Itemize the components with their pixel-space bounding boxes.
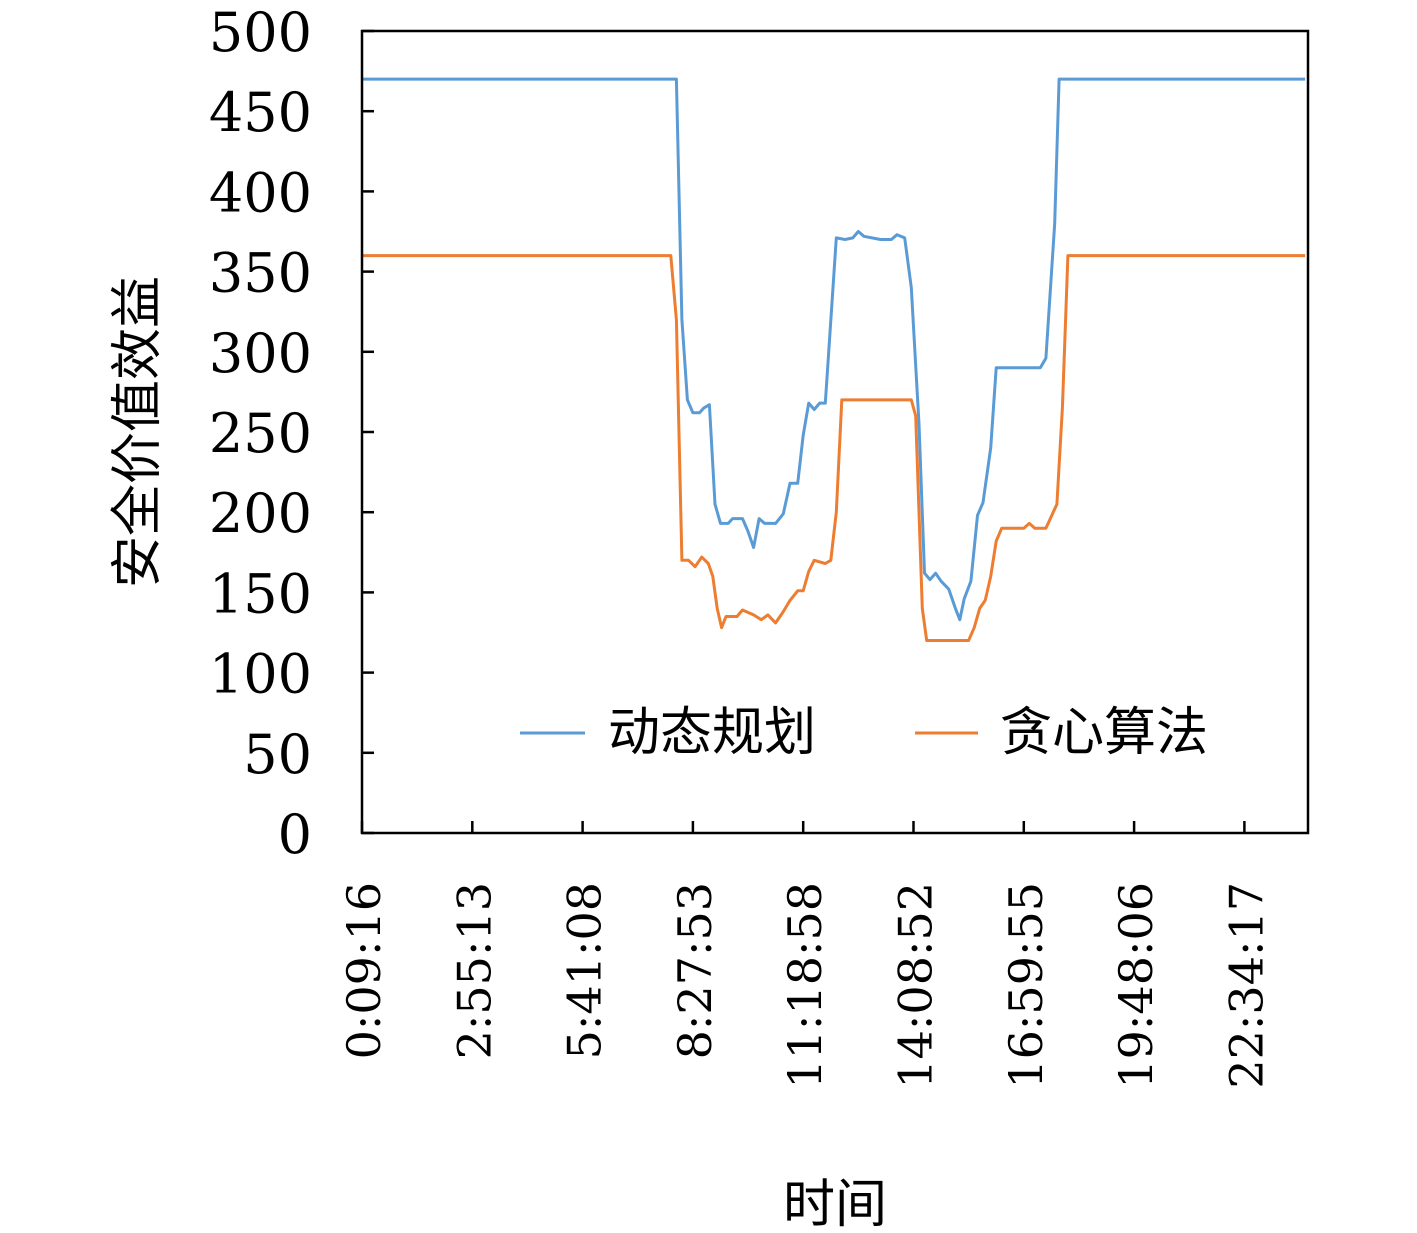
x-tick-label: 14:08:52 (889, 882, 943, 1089)
y-tick-label: 400 (209, 161, 312, 224)
y-tick-label: 500 (209, 1, 312, 64)
y-tick-label: 50 (243, 723, 312, 786)
y-axis-ticks: 0 50 100 150 200 250 300 350 400 450 500 (209, 1, 374, 866)
x-tick-label: 19:48:06 (1109, 882, 1163, 1089)
legend-label-1: 贪心算法 (1000, 703, 1208, 763)
x-tick-label: 8:27:53 (668, 882, 722, 1059)
legend-label-0: 动态规划 (608, 703, 816, 763)
y-tick-label: 300 (209, 322, 312, 385)
series-line-1 (362, 254, 1306, 642)
y-tick-label: 200 (209, 482, 312, 545)
y-axis-title: 安全价值效益 (108, 276, 168, 588)
x-tick-label: 16:59:55 (999, 882, 1053, 1089)
legend: 动态规划 贪心算法 (520, 703, 1208, 763)
y-tick-label: 100 (209, 643, 312, 706)
y-tick-label: 350 (209, 242, 312, 305)
y-tick-label: 450 (209, 81, 312, 144)
x-axis-ticks: 0:09:16 2:55:13 5:41:08 8:27:53 11:18:58 14:0… (337, 821, 1273, 1089)
x-tick-label: 5:41:08 (558, 882, 612, 1059)
x-tick-label: 11:18:58 (778, 882, 832, 1089)
y-tick-label: 0 (278, 803, 312, 866)
y-tick-label: 250 (209, 402, 312, 465)
y-tick-label: 150 (209, 562, 312, 625)
series-line-0 (362, 77, 1306, 622)
x-tick-label: 2:55:13 (447, 882, 501, 1059)
x-tick-label: 0:09:16 (337, 882, 391, 1059)
x-tick-label: 22:34:17 (1219, 882, 1273, 1089)
x-axis-title: 时间 (783, 1175, 887, 1233)
plot-lines (362, 77, 1306, 642)
